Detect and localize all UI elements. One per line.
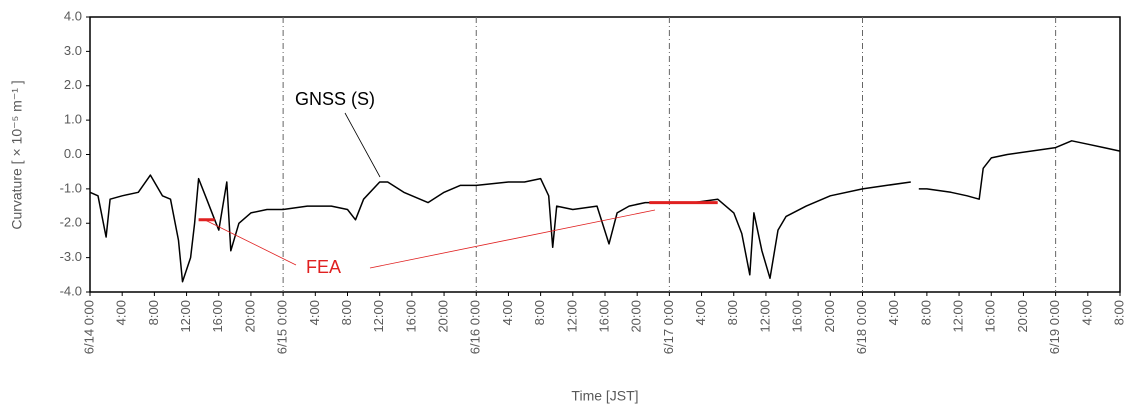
y-tick-label: -2.0	[60, 215, 82, 230]
x-tick-label: 6/16 0:00	[468, 300, 483, 354]
plot-frame	[89, 16, 1121, 293]
fea-annotation: FEA	[306, 257, 341, 277]
y-tick-label: 1.0	[64, 112, 82, 127]
series-line	[89, 174, 911, 283]
x-tick-label: 4:00	[1079, 300, 1094, 325]
y-tick-label: -1.0	[60, 180, 82, 195]
x-tick-label: 20:00	[436, 300, 451, 333]
x-tick-label: 20:00	[629, 300, 644, 333]
x-tick-label: 4:00	[693, 300, 708, 325]
x-tick-label: 12:00	[178, 300, 193, 333]
x-tick-label: 12:00	[757, 300, 772, 333]
y-tick-label: -4.0	[60, 283, 82, 298]
x-tick-label: 16:00	[790, 300, 805, 333]
x-tick-label: 6/15 0:00	[275, 300, 290, 354]
x-axis-title: Time [JST]	[571, 388, 638, 404]
y-tick-label: 2.0	[64, 77, 82, 92]
x-tick-label: 6/17 0:00	[661, 300, 676, 354]
y-tick-label: -3.0	[60, 249, 82, 264]
x-tick-label: 4:00	[886, 300, 901, 325]
x-tick-label: 8:00	[1111, 300, 1126, 325]
x-tick-label: 20:00	[242, 300, 257, 333]
x-tick-label: 20:00	[822, 300, 837, 333]
x-tick-label: 6/19 0:00	[1047, 300, 1062, 354]
fea-leader	[369, 209, 656, 269]
x-tick-label: 16:00	[403, 300, 418, 333]
y-axis-title: Curvature [ × 10⁻⁵ m⁻¹ ]	[9, 80, 25, 229]
x-tick-label: 8:00	[725, 300, 740, 325]
x-tick-label: 6/14 0:00	[81, 300, 96, 354]
y-tick-label: 3.0	[64, 43, 82, 58]
lines	[89, 140, 1121, 283]
x-tick-label: 12:00	[564, 300, 579, 333]
x-tick-label: 6/18 0:00	[854, 300, 869, 354]
x-tick-label: 12:00	[371, 300, 386, 333]
x-tick-label: 12:00	[951, 300, 966, 333]
x-tick-label: 4:00	[114, 300, 129, 325]
fea-leader	[204, 219, 297, 266]
x-tick-label: 4:00	[307, 300, 322, 325]
x-tick-label: 16:00	[983, 300, 998, 333]
x-tick-label: 8:00	[146, 300, 161, 325]
x-tick-label: 16:00	[210, 300, 225, 333]
grid	[86, 16, 1121, 296]
x-tick-label: 16:00	[596, 300, 611, 333]
x-tick-label: 20:00	[1015, 300, 1030, 333]
gnss-leader	[344, 112, 381, 178]
series-line	[918, 140, 1121, 200]
x-tick-label: 8:00	[918, 300, 933, 325]
gnss-annotation: GNSS (S)	[295, 89, 375, 109]
x-tick-label: 4:00	[500, 300, 515, 325]
x-tick-label: 8:00	[532, 300, 547, 325]
y-tick-label: 4.0	[64, 8, 82, 23]
y-tick-label: 0.0	[64, 146, 82, 161]
x-tick-label: 8:00	[339, 300, 354, 325]
